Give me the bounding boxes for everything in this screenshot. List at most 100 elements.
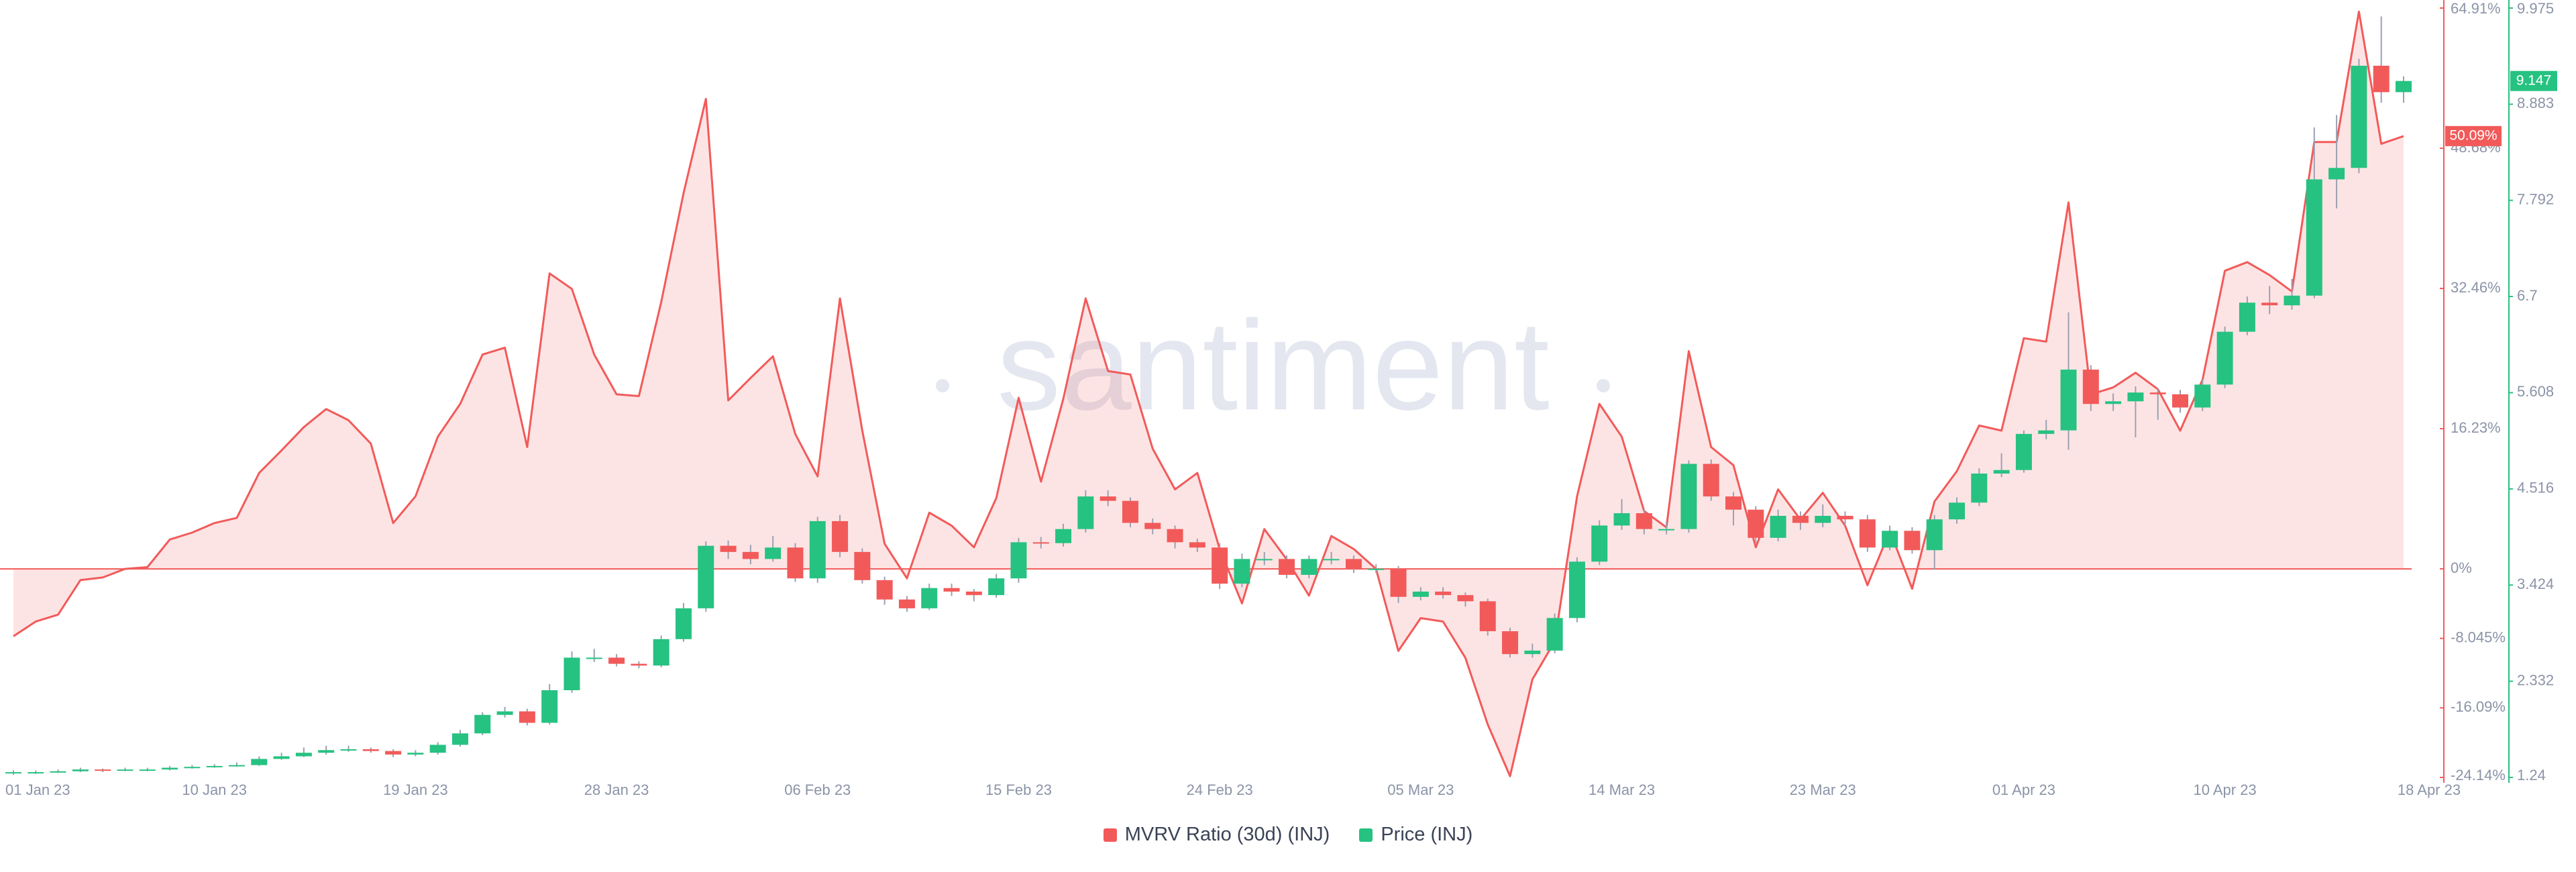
watermark-dot [1597,379,1610,392]
candle-body [965,591,982,596]
candle-body [2351,66,2367,168]
y2-tick-label: 9.975 [2517,0,2554,17]
x-tick-label: 10 Apr 23 [2194,781,2257,798]
candle-body [519,711,535,723]
candle-body [251,759,268,765]
candle-body [943,588,960,592]
area-fill [13,11,2404,777]
y-tick-label: 32.46% [2451,279,2501,296]
candle-body [988,578,1005,596]
watermark-dot [936,379,949,392]
y2-tick-label: 3.424 [2517,576,2554,592]
y2-tick-label: 6.7 [2517,287,2538,304]
y-tick-label: -16.09% [2451,698,2506,715]
y2-tick-label: 4.516 [2517,480,2554,496]
candle-body [2060,370,2077,431]
mvrv-line [13,10,2404,777]
x-tick-label: 01 Apr 23 [1992,781,2055,798]
candle-body [2328,168,2345,180]
candle-body [1144,523,1161,529]
x-tick-label: 15 Feb 23 [985,781,1052,798]
candle-body [2261,303,2278,306]
candle-body [1904,531,1921,551]
last-value-label: 50.09% [2449,127,2497,143]
candle-body [206,765,223,767]
legend: MVRV Ratio (30d) (INJ) Price (INJ) [0,824,2576,846]
candle-body [832,521,849,552]
x-tick-label: 18 Apr 23 [2398,781,2461,798]
candle-body [184,767,201,769]
candle-body [1122,500,1138,523]
candle-body [1368,568,1385,570]
candle-body [2216,331,2233,385]
candle-body [1345,559,1362,569]
candle-body [2239,303,2255,332]
candle-body [1635,513,1652,529]
y2-tick-label: 1.24 [2517,767,2546,783]
candle-body [809,521,826,579]
candle-body [1546,618,1563,651]
candle-body [1971,473,1988,503]
candle-body [1882,531,1898,548]
candle-body [340,749,357,751]
candle-body [318,750,335,753]
candle-body [1010,542,1027,579]
candle-body [608,657,625,664]
candle-body [586,657,602,659]
candle-body [1390,568,1407,597]
candle-body [362,749,379,751]
candle-body [295,753,312,757]
candle-body [95,769,111,771]
candle-body [698,545,714,608]
last-price-box [2510,70,2557,91]
candle-body [631,663,647,666]
y2-tick-label: 5.608 [2517,383,2554,400]
candle-body [1926,519,1943,551]
y-tick-label: -24.14% [2451,767,2506,783]
candle-body [385,751,402,755]
candle-body [228,765,245,767]
candle-body [1099,496,1116,501]
candle-body [1993,470,2010,474]
candle-body [876,580,893,600]
y2-tick-label: 8.883 [2517,95,2554,111]
y-tick-label: 0% [2451,559,2472,576]
y-tick-label: 16.23% [2451,419,2501,436]
candle-body [1815,516,1831,523]
candle-body [1591,525,1608,562]
legend-label: MVRV Ratio (30d) (INJ) [1124,824,1330,845]
legend-swatch [1103,828,1117,842]
legend-item[interactable]: MVRV Ratio (30d) (INJ) [1103,824,1330,846]
candle-body [1725,496,1742,510]
candle-body [2194,384,2211,408]
candle-body [1568,561,1585,618]
x-tick-label: 28 Jan 23 [584,781,649,798]
candle-body [2015,433,2032,470]
candle-body [1234,559,1250,584]
candle-body [28,772,44,774]
x-tick-label: 23 Mar 23 [1790,781,1856,798]
candle-body [1167,529,1183,543]
candle-body [2373,66,2390,93]
candle-body [72,769,89,771]
x-tick-label: 06 Feb 23 [784,781,851,798]
candle-body [675,608,692,639]
candle-body [854,551,871,580]
candle-body [1301,559,1318,575]
candle-body [273,756,290,759]
candle-body [162,767,178,770]
candle-body [1859,519,1876,548]
candle-body [117,769,133,771]
candle-body [1524,650,1541,655]
candle-body [1949,502,1966,520]
legend-item[interactable]: Price (INJ) [1359,824,1472,846]
candle-body [1077,496,1094,529]
y-tick-label: -8.045% [2451,629,2506,646]
candle-body [1748,509,1764,538]
candle-body [1837,516,1854,520]
candle-body [787,547,804,579]
candle-body [1412,591,1429,597]
candle-body [1703,464,1719,497]
candle-body [2306,179,2322,296]
